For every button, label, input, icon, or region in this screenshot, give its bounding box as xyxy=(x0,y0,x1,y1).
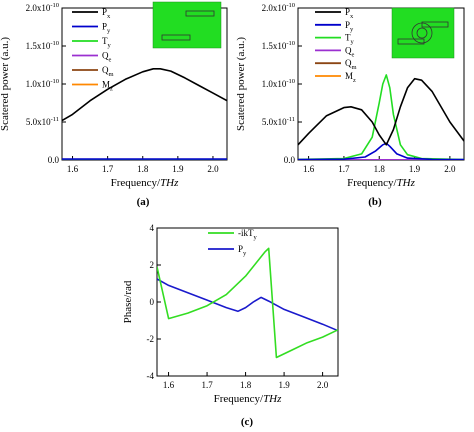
series-line-p-y xyxy=(298,142,464,160)
legend-label: Qe xyxy=(345,45,355,58)
legend-label: Py xyxy=(238,244,247,257)
x-tick-label: 1.8 xyxy=(240,380,252,390)
y-tick-label: 1.0x10-10 xyxy=(262,78,295,89)
y-tick-label: 1.5x10-10 xyxy=(262,40,295,51)
y-tick-label: 0 xyxy=(150,297,155,307)
y-tick-label: 0.0 xyxy=(48,155,60,165)
x-tick-label: 1.9 xyxy=(278,380,290,390)
legend-label: Qe xyxy=(102,51,112,64)
y-tick-label: 5.0x10-11 xyxy=(26,116,59,127)
legend-label: Ty xyxy=(345,33,355,46)
series-line-p-x xyxy=(298,77,464,146)
structure-inset-icon xyxy=(152,1,222,49)
x-tick-label: 2.0 xyxy=(444,164,456,174)
series-line-p-x xyxy=(62,68,227,122)
legend-label: Py xyxy=(102,22,111,35)
chart-panel-3: 1.6 1.7 1.8 1.9 2.0 -4 -2 0 2 4 Frequency/THz Phase… xyxy=(122,223,339,428)
legend-label: -ikTy xyxy=(238,228,258,241)
y-tick-label: 1.0x10-10 xyxy=(26,78,59,89)
legend-label: Qm xyxy=(345,58,357,71)
x-tick-label: 2.0 xyxy=(207,164,219,174)
y-tick-label: 2.0x10-10 xyxy=(26,2,59,13)
series-group xyxy=(298,74,464,160)
x-tick-label: 1.6 xyxy=(303,164,315,174)
x-tick-label: 1.9 xyxy=(172,164,184,174)
y-tick-label: 2 xyxy=(150,260,155,270)
x-tick-label: 1.6 xyxy=(67,164,79,174)
y-tick-label: 2.0x10-10 xyxy=(262,2,295,13)
y-tick-label: -4 xyxy=(147,371,155,381)
panel-label: (b) xyxy=(368,196,382,208)
chart-panel-1: 1.6 1.7 1.8 1.9 2.0 0.0 5.0x10-11 1.0x10-10 1.5x… xyxy=(0,1,228,208)
x-tick-label: 1.7 xyxy=(201,380,213,390)
x-tick-label: 1.9 xyxy=(409,164,421,174)
series-line-t-y xyxy=(298,74,464,160)
x-tick-label: 1.8 xyxy=(374,164,386,174)
chart-panel-2: 1.6 1.7 1.8 1.9 2.0 0.0 5.0x10-11 1.0x10-10 1.5x… xyxy=(235,2,465,208)
x-tick-label: 1.7 xyxy=(338,164,350,174)
panel-label: (c) xyxy=(241,416,254,428)
y-axis-label: Phase/rad xyxy=(122,280,134,323)
panel-label: (a) xyxy=(137,196,150,208)
x-axis-label: Frequency/THz xyxy=(214,393,283,405)
y-axis-label: Scatered power (a.u.) xyxy=(235,37,247,131)
plot-frame xyxy=(156,227,339,377)
series-line-ikt-y xyxy=(157,247,338,359)
legend-label: Px xyxy=(345,7,354,20)
legend-label: Qm xyxy=(102,65,114,78)
x-axis-label: Frequency/THz xyxy=(347,177,416,189)
x-tick-label: 1.8 xyxy=(137,164,149,174)
x-tick-label: 2.0 xyxy=(317,380,329,390)
legend-label: Py xyxy=(345,20,354,33)
series-group xyxy=(62,68,227,160)
y-axis-label: Scatered power (a.u.) xyxy=(0,37,11,131)
series-group xyxy=(157,247,338,359)
y-tick-label: 4 xyxy=(150,223,155,233)
series-line-p-y xyxy=(157,278,338,332)
legend: -ikTy Py xyxy=(208,228,258,257)
y-tick-label: -2 xyxy=(147,334,155,344)
y-tick-label: 5.0x10-11 xyxy=(262,116,295,127)
y-tick-label: 1.5x10-10 xyxy=(26,40,59,51)
structure-inset-icon xyxy=(391,7,455,59)
y-tick-label: 0.0 xyxy=(284,155,296,165)
x-tick-label: 1.6 xyxy=(163,380,175,390)
x-axis-label: Frequency/THz xyxy=(111,177,180,189)
legend-label: Mz xyxy=(102,80,113,93)
legend-label: Mz xyxy=(345,71,356,84)
x-tick-label: 1.7 xyxy=(102,164,114,174)
legend-label: Px xyxy=(102,7,111,20)
legend-label: Ty xyxy=(102,36,112,49)
